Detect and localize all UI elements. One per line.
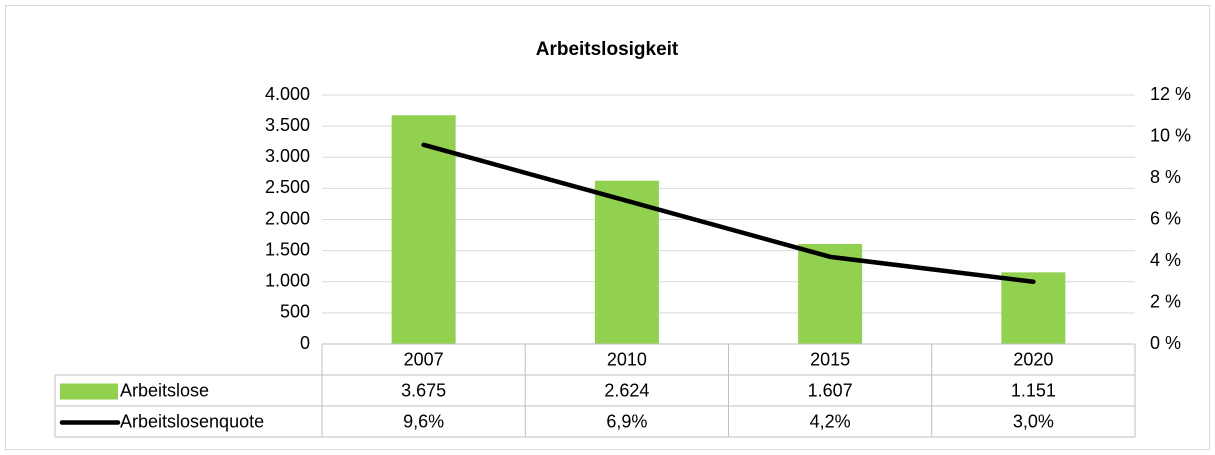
table-value: 1.151	[1011, 380, 1056, 400]
x-tick-label: 2020	[1013, 349, 1053, 369]
x-tick-label: 2010	[607, 349, 647, 369]
y-tick-label: 3.000	[265, 146, 310, 166]
y-tick-label: 1.000	[265, 271, 310, 291]
y2-tick-label: 8 %	[1150, 167, 1181, 187]
y-tick-label: 2.500	[265, 177, 310, 197]
y-tick-label: 4.000	[265, 84, 310, 104]
y2-tick-label: 6 %	[1150, 208, 1181, 228]
legend-key	[60, 383, 118, 400]
y2-tick-label: 4 %	[1150, 250, 1181, 270]
table-value: 9,6%	[403, 411, 444, 431]
legend-label: Arbeitslosenquote	[120, 411, 264, 431]
table-value: 3,0%	[1013, 411, 1054, 431]
y2-tick-label: 0 %	[1150, 333, 1181, 353]
y-tick-label: 2.000	[265, 208, 310, 228]
y2-tick-label: 12 %	[1150, 84, 1191, 104]
bar	[1001, 272, 1066, 344]
y2-tick-label: 10 %	[1150, 125, 1191, 145]
legend-label: Arbeitslose	[120, 380, 209, 400]
table-value: 3.675	[401, 380, 446, 400]
x-tick-label: 2015	[810, 349, 850, 369]
y-tick-label: 0	[300, 333, 310, 353]
y-tick-label: 3.500	[265, 115, 310, 135]
table-value: 2.624	[604, 380, 649, 400]
y2-tick-label: 2 %	[1150, 291, 1181, 311]
x-tick-label: 2007	[404, 349, 444, 369]
y-tick-label: 500	[280, 302, 310, 322]
table-value: 4,2%	[810, 411, 851, 431]
chart-title: Arbeitslosigkeit	[536, 39, 679, 60]
line-series	[421, 142, 1036, 284]
bar	[391, 115, 456, 344]
y-tick-label: 1.500	[265, 239, 310, 259]
table-value: 1.607	[808, 380, 853, 400]
table-value: 6,9%	[606, 411, 647, 431]
